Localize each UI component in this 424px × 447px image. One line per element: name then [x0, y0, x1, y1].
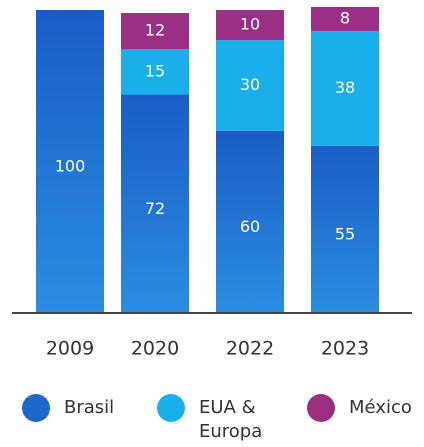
x-tick-label: 2020 — [131, 338, 179, 360]
bar-segment — [311, 145, 379, 312]
data-label: 12 — [145, 21, 165, 40]
bar-segment — [311, 31, 379, 146]
legend-label: México — [349, 397, 412, 418]
data-label: 15 — [145, 61, 165, 80]
bar-segment — [311, 6, 379, 32]
bar-segment — [216, 130, 284, 312]
bar-segment — [36, 10, 104, 312]
data-label: 30 — [240, 75, 260, 94]
legend-item: México — [307, 394, 412, 422]
legend-item: Brasil — [22, 394, 114, 422]
data-label: 10 — [240, 15, 260, 34]
data-label: 55 — [335, 224, 355, 243]
x-tick-label: 2022 — [226, 338, 274, 360]
data-label: 100 — [55, 157, 86, 176]
legend-swatch — [22, 394, 50, 422]
bar-segment — [121, 94, 189, 312]
data-label: 38 — [335, 78, 355, 97]
bar-segment — [121, 49, 189, 95]
legend-swatch — [307, 394, 335, 422]
legend-swatch — [157, 394, 185, 422]
legend-label: Brasil — [64, 397, 115, 418]
x-tick-label: 2023 — [321, 338, 369, 360]
x-tick-label: 2009 — [46, 338, 94, 360]
legend-item: EUA & Europa — [157, 394, 269, 444]
bar-segment — [216, 10, 284, 41]
legend-label: EUA & Europa — [199, 397, 263, 442]
data-label: 72 — [145, 199, 165, 218]
data-label: 60 — [240, 217, 260, 236]
bar-segment — [121, 13, 189, 50]
bar-segment — [216, 40, 284, 131]
data-label: 8 — [340, 9, 350, 28]
